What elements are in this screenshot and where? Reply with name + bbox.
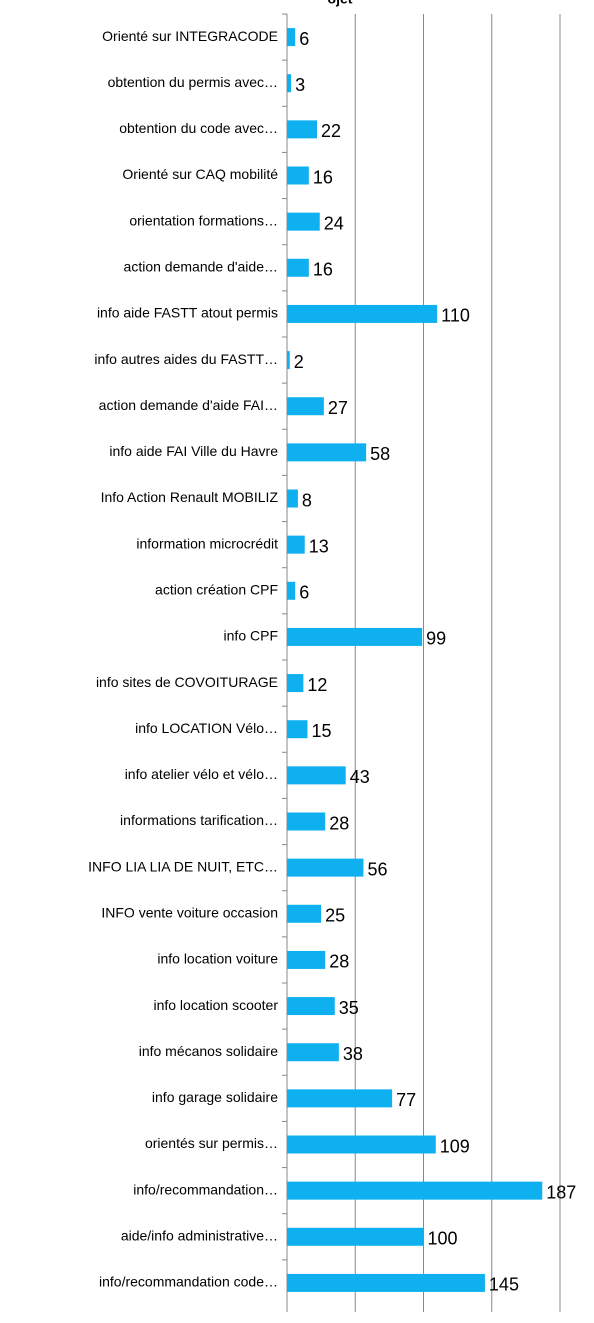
y-tick-label: INFO LIA LIA DE NUIT, ETC… — [88, 858, 278, 874]
bar — [287, 858, 364, 877]
value-label: 16 — [313, 260, 333, 280]
y-tick-label: info mécanos solidaire — [139, 1043, 279, 1059]
y-tick-label: info sites de COVOITURAGE — [96, 674, 278, 690]
y-tick-label: Orienté sur CAQ mobilité — [122, 166, 278, 182]
y-tick-label: Info Action Renault MOBILIZ — [101, 489, 279, 505]
bar — [287, 720, 308, 739]
x-tick-label: 200 — [545, 1321, 575, 1323]
value-label: 38 — [343, 1044, 363, 1064]
bar — [287, 74, 292, 93]
y-tick-label: action demande d'aide… — [124, 258, 278, 274]
bar — [287, 28, 296, 47]
value-label: 25 — [325, 906, 345, 926]
y-tick-label: info/recommandation code… — [99, 1274, 278, 1290]
y-tick-label: Orienté sur INTEGRACODE — [102, 28, 278, 44]
y-tick-label: info location voiture — [157, 951, 278, 967]
y-tick-label: info/recommandation… — [133, 1181, 278, 1197]
y-tick-label: info garage solidaire — [152, 1089, 278, 1105]
value-label: 3 — [295, 75, 305, 95]
bar — [287, 904, 322, 923]
value-label: 58 — [370, 444, 390, 464]
value-label: 13 — [309, 536, 329, 556]
bar — [287, 212, 320, 231]
y-tick-label: info aide FAI Ville du Havre — [109, 443, 278, 459]
value-label: 43 — [350, 767, 370, 787]
y-tick-label: info CPF — [224, 628, 278, 644]
value-label: 16 — [313, 167, 333, 187]
x-tick-label: 150 — [477, 1321, 507, 1323]
value-label: 145 — [489, 1275, 519, 1295]
bar — [287, 1181, 543, 1200]
chart-title: ojet — [328, 0, 353, 7]
y-tick-label: orientation formations… — [129, 212, 278, 228]
bar — [287, 1135, 436, 1154]
y-tick-label: aide/info administrative… — [121, 1227, 278, 1243]
value-label: 24 — [324, 213, 344, 233]
bar — [287, 443, 367, 462]
value-label: 12 — [307, 675, 327, 695]
bar — [287, 120, 318, 139]
y-tick-label: info aide FASTT atout permis — [97, 305, 278, 321]
bar — [287, 627, 423, 646]
bar — [287, 1273, 485, 1292]
value-label: 6 — [299, 29, 309, 49]
value-label: 110 — [441, 306, 470, 326]
bar — [287, 1089, 393, 1108]
x-tick-label: 50 — [345, 1321, 365, 1323]
bar — [287, 997, 335, 1016]
value-label: 109 — [440, 1136, 470, 1156]
value-label: 27 — [328, 398, 348, 418]
value-label: 2 — [294, 352, 304, 372]
bar — [287, 581, 296, 600]
x-tick-label: 100 — [408, 1321, 438, 1323]
value-label: 28 — [329, 952, 349, 972]
value-label: 56 — [367, 859, 387, 879]
value-label: 187 — [546, 1182, 576, 1202]
y-tick-label: obtention du code avec… — [119, 120, 278, 136]
value-label: 100 — [428, 1229, 458, 1249]
bar — [287, 812, 326, 831]
y-tick-label: info LOCATION Vélo… — [135, 720, 278, 736]
bar — [287, 489, 298, 508]
y-tick-label: information microcrédit — [136, 535, 278, 551]
value-label: 99 — [426, 629, 446, 649]
value-label: 22 — [321, 121, 341, 141]
x-tick-label: 0 — [282, 1321, 292, 1323]
y-tick-label: info atelier vélo et vélo… — [125, 766, 278, 782]
value-label: 15 — [311, 721, 331, 741]
bar — [287, 166, 309, 185]
y-tick-label: action demande d'aide FAI… — [99, 397, 278, 413]
y-tick-label: INFO vente voiture occasion — [101, 904, 278, 920]
value-label: 8 — [302, 490, 312, 510]
y-tick-label: action création CPF — [155, 581, 278, 597]
bar — [287, 1043, 339, 1062]
value-label: 35 — [339, 998, 359, 1018]
y-tick-label: obtention du permis avec… — [108, 74, 278, 90]
bar — [287, 258, 309, 277]
y-tick-label: informations tarification… — [120, 812, 278, 828]
y-tick-label: info autres aides du FASTT… — [94, 351, 278, 367]
value-label: 77 — [396, 1090, 416, 1110]
bar — [287, 766, 346, 785]
bar — [287, 674, 304, 693]
bar — [287, 1227, 424, 1246]
y-tick-label: info location scooter — [153, 997, 278, 1013]
bar — [287, 950, 326, 969]
value-label: 6 — [299, 583, 309, 603]
bar — [287, 397, 324, 416]
bar — [287, 351, 290, 370]
value-label: 28 — [329, 813, 349, 833]
y-tick-label: orientés sur permis… — [145, 1135, 278, 1151]
bar — [287, 304, 438, 323]
bar — [287, 535, 305, 554]
